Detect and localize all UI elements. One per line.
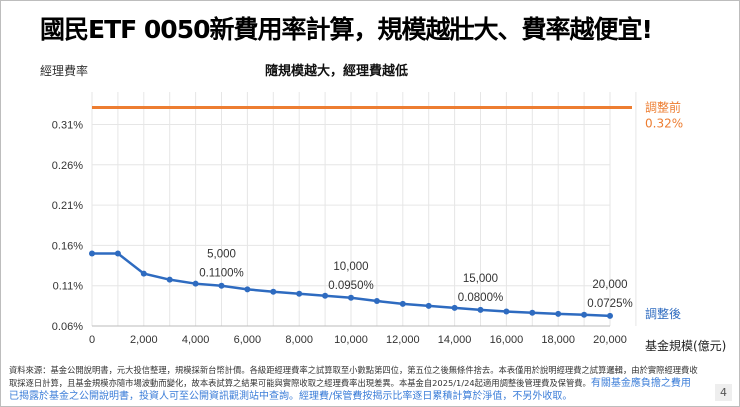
y-tick-label: 0.06% — [52, 321, 83, 333]
series-value-before: 0.32% — [645, 116, 683, 130]
data-point — [296, 290, 303, 297]
x-tick-label: 20,000 — [593, 334, 627, 346]
x-tick-label: 10,000 — [334, 334, 368, 346]
data-point — [140, 270, 147, 277]
data-point — [451, 304, 458, 311]
annotation-rate: 0.0725% — [587, 298, 632, 310]
page-title: 國民ETF 0050新費用率計算，規模越壯大、費率越便宜! — [40, 15, 653, 44]
data-point — [373, 298, 380, 305]
footnote: 資料來源：基金公開說明書，元大投信整理，規模採新台幣計價。各級距經理費率之試算取… — [9, 364, 699, 403]
x-tick-label: 0 — [89, 334, 95, 346]
y-tick-label: 0.26% — [52, 160, 83, 172]
series-label-after: 調整後 — [645, 306, 681, 321]
data-point — [555, 310, 562, 317]
data-point — [348, 294, 354, 301]
x-tick-label: 16,000 — [490, 334, 524, 346]
data-point — [244, 286, 251, 293]
annotation-rate: 0.1100% — [199, 268, 244, 280]
data-point — [399, 300, 406, 307]
data-point — [581, 311, 588, 318]
annotation-scale: 20,000 — [592, 279, 627, 291]
x-tick-label: 6,000 — [234, 334, 262, 346]
data-point — [322, 292, 329, 299]
x-tick-label: 2,000 — [130, 334, 158, 346]
footnote-highlight: 有關基金應負擔之費用已揭露於基金之公開說明書，投資人可至公開資訊觀測站中查詢。經… — [9, 378, 691, 402]
data-point — [192, 280, 199, 287]
annotation-scale: 15,000 — [463, 273, 498, 285]
annotation-rate: 0.0800% — [458, 292, 503, 304]
data-point — [166, 276, 173, 283]
x-tick-label: 14,000 — [438, 334, 472, 346]
footnote-text: 資料來源：基金公開說明書，元大投信整理，規模採新台幣計價。各級距經理費率之試算取… — [9, 365, 698, 388]
x-tick-label: 18,000 — [541, 334, 575, 346]
y-tick-label: 0.21% — [52, 200, 83, 212]
x-axis-label: 基金規模(億元) — [645, 338, 726, 353]
y-axis-label: 經理費率 — [40, 64, 89, 78]
data-point — [270, 288, 277, 295]
y-tick-label: 0.11% — [53, 281, 84, 293]
fee-chart: 0 2,000 4,000 6,000 8,000 10,000 12,000 14,000 1… — [52, 92, 726, 353]
x-tick-label: 8,000 — [285, 334, 313, 346]
data-point — [114, 250, 121, 257]
data-point — [529, 309, 536, 316]
annotation-rate: 0.0950% — [328, 280, 373, 292]
page-number: 4 — [715, 384, 732, 401]
series-label-before: 調整前 — [645, 99, 681, 114]
data-point — [607, 312, 613, 319]
annotation-scale: 5,000 — [207, 249, 236, 261]
data-point — [425, 302, 432, 309]
annotation-scale: 10,000 — [333, 261, 368, 273]
data-point — [89, 250, 95, 257]
y-tick-label: 0.31% — [52, 120, 83, 132]
data-point — [218, 282, 225, 289]
data-point — [477, 306, 484, 313]
x-tick-label: 12,000 — [386, 334, 420, 346]
x-tick-label: 4,000 — [182, 334, 210, 346]
chart-title: 隨規模越大，經理費越低 — [265, 64, 409, 79]
y-tick-label: 0.16% — [52, 240, 83, 252]
data-point — [503, 308, 510, 315]
